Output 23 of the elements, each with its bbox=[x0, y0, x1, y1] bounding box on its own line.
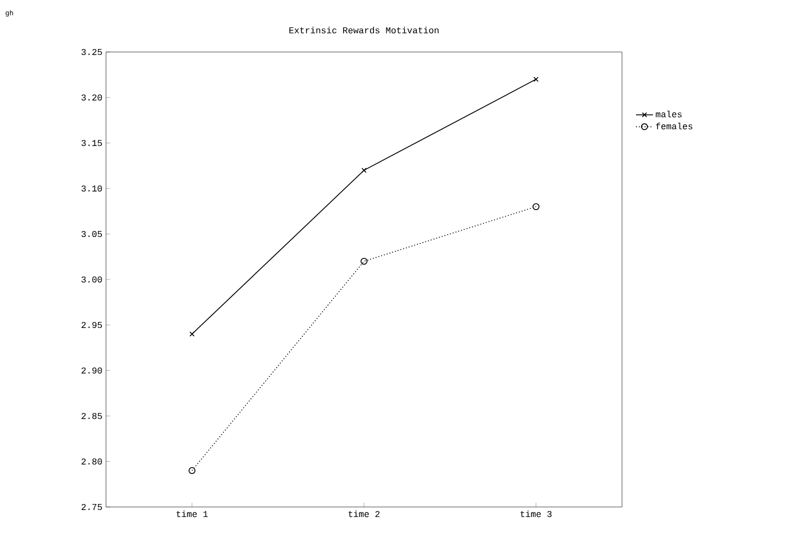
y-tick-label: 3.10 bbox=[82, 185, 102, 192]
y-tick-label: 2.90 bbox=[82, 367, 102, 374]
y-tick-label: 3.05 bbox=[82, 230, 102, 238]
y-tick-label: 2.95 bbox=[82, 322, 102, 328]
point bbox=[533, 76, 539, 82]
y-tick-label: 3.15 bbox=[82, 140, 102, 146]
y-tick-label: 2.80 bbox=[82, 458, 102, 465]
point bbox=[532, 203, 540, 210]
legend-label: females bbox=[656, 122, 692, 130]
y-tick-label: 3.00 bbox=[82, 276, 102, 283]
x-tick-label: time 1 bbox=[176, 510, 208, 518]
chart-title: Extrinsic Rewards Motivation bbox=[289, 26, 439, 34]
y-tick-label: 3.20 bbox=[82, 94, 102, 101]
legend-label: males bbox=[656, 110, 682, 118]
y-tick-label: 2.85 bbox=[82, 412, 102, 420]
point bbox=[361, 168, 367, 173]
point bbox=[189, 332, 195, 337]
y-tick-label: 3.25 bbox=[82, 48, 102, 56]
x-tick-label: time 2 bbox=[348, 510, 380, 518]
point bbox=[188, 467, 196, 474]
x-tick-label: time 3 bbox=[520, 510, 552, 518]
point bbox=[360, 258, 368, 265]
y-tick-label: 2.75 bbox=[82, 504, 102, 510]
